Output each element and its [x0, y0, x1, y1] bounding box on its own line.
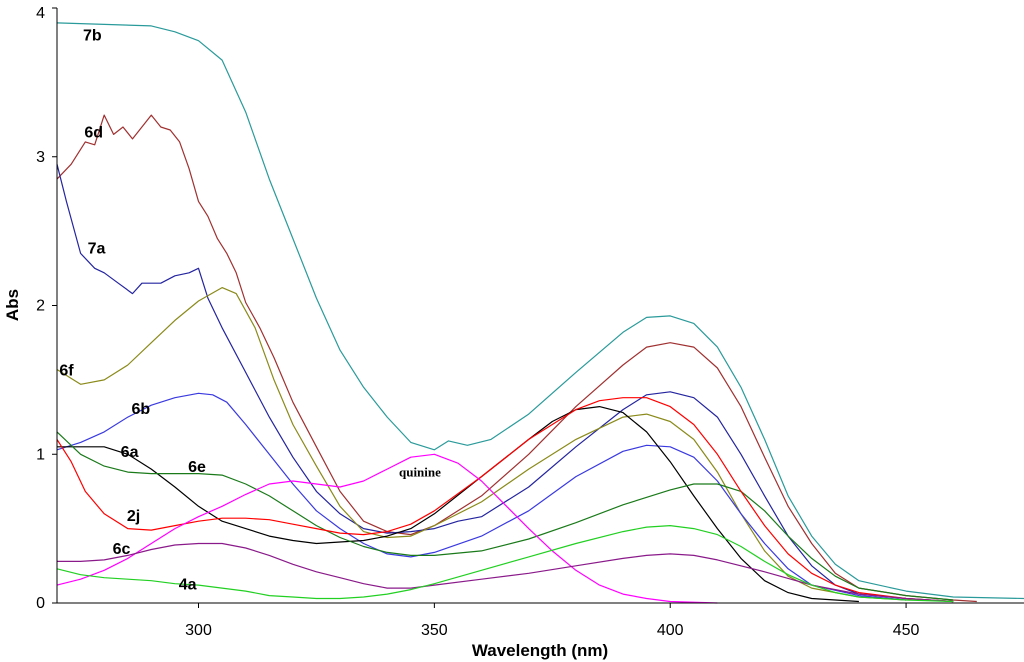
tick-layer: 300 350 400 450 0 1 2 3 4: [36, 5, 919, 639]
series-label-6a: 6a: [121, 444, 139, 461]
x-tick-label: 450: [893, 622, 920, 639]
series-label-6c: 6c: [113, 541, 131, 558]
y-axis-title: Abs: [3, 289, 22, 321]
series-line-2j: [56, 397, 954, 603]
series-line-4a: [56, 525, 954, 603]
series-line-7a: [56, 164, 954, 603]
y-tick-label: 3: [36, 149, 45, 166]
series-label-6f: 6f: [59, 362, 74, 379]
series-line-7b: [56, 22, 1024, 600]
series-line-6c: [57, 542, 954, 603]
y-tick-label: 0: [36, 595, 45, 612]
series-label-4a: 4a: [179, 577, 197, 594]
series-label-6b: 6b: [132, 401, 151, 418]
series-line-6e: [56, 431, 954, 601]
series-label-6e: 6e: [188, 459, 206, 476]
series-label-layer: 7b 6d 7a 6f 6b 6a 6e 2j 6c 4a quinine: [59, 28, 441, 594]
x-axis-title: Wavelength (nm): [472, 641, 608, 660]
series-layer: [56, 22, 1024, 604]
series-line-6d: [56, 114, 977, 603]
series-line-6a: [57, 406, 859, 603]
x-tick-label: 400: [657, 622, 684, 639]
series-label-2j: 2j: [127, 508, 140, 525]
y-tick-label: 1: [36, 446, 45, 463]
series-line-6b: [56, 392, 907, 601]
series-label-7b: 7b: [83, 28, 102, 45]
series-line-6f: [56, 287, 907, 601]
series-label-quinine: quinine: [399, 465, 441, 480]
series-label-7a: 7a: [88, 240, 106, 257]
y-tick-label: 4: [36, 5, 45, 22]
y-tick-label: 2: [36, 298, 45, 315]
x-tick-label: 350: [421, 622, 448, 639]
series-label-6d: 6d: [84, 124, 103, 141]
x-tick-label: 300: [185, 622, 212, 639]
series-line-quinine: [56, 453, 718, 604]
